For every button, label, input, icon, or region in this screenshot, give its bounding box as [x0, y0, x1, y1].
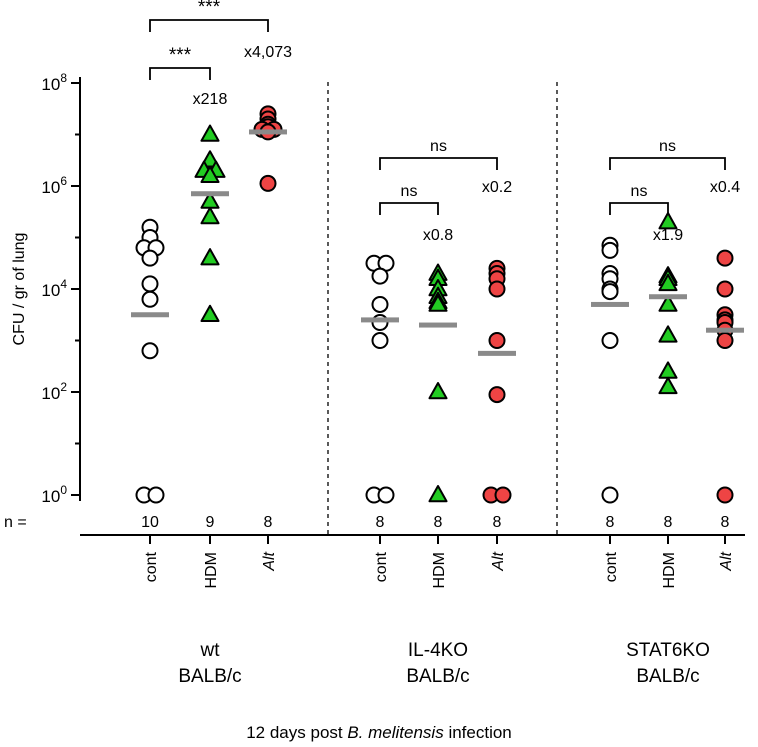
- data-point-cont: [141, 275, 159, 293]
- data-point-hdm: [658, 361, 678, 379]
- n-count-label: 8: [376, 514, 385, 531]
- fold-change-label: x1.9: [653, 227, 683, 244]
- n-count-label: 8: [664, 514, 673, 531]
- data-point-hdm: [658, 294, 678, 312]
- fold-change-label: x0.8: [423, 227, 453, 244]
- data-point-cont: [377, 486, 395, 504]
- significance-bracket: [379, 202, 439, 215]
- data-point-cont: [141, 249, 159, 267]
- condition-label: cont: [373, 551, 390, 582]
- data-point-alt: [259, 174, 277, 192]
- data-point-hdm: [658, 325, 678, 343]
- data-point-cont: [601, 283, 619, 301]
- data-point-hdm: [428, 382, 448, 400]
- data-point-hdm: [428, 485, 448, 503]
- significance-label: ns: [659, 138, 676, 155]
- data-point-cont: [371, 332, 389, 349]
- n-count-label: 8: [493, 514, 502, 531]
- n-prefix-label: n =: [4, 514, 27, 531]
- y-axis-label: CFU / gr of lung: [11, 233, 28, 346]
- group-label-strain: BALB/c: [178, 666, 241, 687]
- n-count-label: 8: [606, 514, 615, 531]
- significance-bracket: [149, 19, 269, 32]
- condition-label: Alt: [490, 551, 507, 571]
- significance-bracket: [379, 157, 498, 170]
- condition-label: Alt: [261, 551, 278, 571]
- data-point-alt: [488, 332, 506, 349]
- data-point-hdm: [428, 294, 448, 312]
- y-tick-label: 106: [41, 174, 67, 197]
- group-label-strain: BALB/c: [406, 666, 469, 687]
- group-label: IL-4KO: [408, 640, 468, 661]
- data-point-cont: [141, 342, 159, 360]
- significance-bracket: [609, 202, 669, 215]
- data-point-alt: [716, 249, 734, 267]
- condition-label: cont: [143, 551, 160, 582]
- data-point-cont: [371, 267, 389, 285]
- significance-label: ns: [430, 138, 447, 155]
- data-point-cont: [601, 332, 619, 349]
- n-count-label: 10: [141, 514, 159, 531]
- data-point-cont: [147, 486, 165, 504]
- data-point-hdm: [200, 165, 220, 183]
- group-label: wt: [200, 640, 221, 661]
- data-point-cont: [371, 295, 389, 313]
- data-point-alt: [716, 280, 734, 298]
- data-point-hdm: [658, 212, 678, 230]
- data-point-cont: [601, 486, 619, 504]
- condition-label: HDM: [431, 552, 448, 588]
- significance-label: ***: [198, 0, 221, 18]
- data-point-hdm: [200, 206, 220, 225]
- y-tick-label: 100: [41, 483, 67, 506]
- condition-label: cont: [603, 551, 620, 582]
- y-tick-label: 102: [41, 380, 67, 403]
- y-tick-label: 104: [41, 277, 67, 300]
- n-count-label: 8: [721, 514, 730, 531]
- footer-caption: 12 days post B. melitensis infection: [246, 723, 512, 742]
- n-count-label: 8: [264, 514, 273, 531]
- median-bar: [361, 317, 399, 323]
- median-bar: [591, 301, 629, 307]
- significance-bracket: [609, 157, 726, 170]
- median-bar: [649, 294, 687, 300]
- significance-label: ***: [169, 45, 192, 66]
- fold-change-label: x0.4: [710, 179, 740, 196]
- median-bar: [191, 191, 229, 197]
- data-point-cont: [141, 290, 159, 308]
- significance-label: ns: [631, 183, 648, 200]
- data-point-alt: [716, 486, 734, 504]
- data-point-alt: [494, 486, 512, 504]
- data-point-hdm: [200, 304, 220, 323]
- fold-change-label: x0.2: [482, 179, 512, 196]
- n-count-label: 8: [434, 514, 443, 531]
- group-label-strain: BALB/c: [636, 666, 699, 687]
- data-point-alt: [488, 280, 506, 298]
- condition-label: HDM: [203, 552, 220, 588]
- data-point-alt: [716, 332, 734, 349]
- data-point-alt: [488, 386, 506, 404]
- condition-label: HDM: [661, 552, 678, 588]
- group-label: STAT6KO: [626, 640, 710, 661]
- data-point-hdm: [200, 124, 220, 142]
- median-bar: [419, 322, 457, 328]
- data-point-cont: [371, 313, 389, 331]
- median-bar: [249, 129, 287, 135]
- significance-bracket: [149, 67, 211, 80]
- condition-label: Alt: [718, 551, 735, 571]
- median-bar: [131, 312, 169, 318]
- significance-label: ns: [401, 183, 418, 200]
- data-point-hdm: [658, 273, 678, 292]
- data-point-hdm: [200, 248, 220, 266]
- n-count-label: 9: [206, 514, 215, 531]
- y-tick-label: 108: [41, 71, 67, 94]
- fold-change-label: x218: [193, 91, 228, 108]
- median-bar: [478, 350, 516, 356]
- fold-change-label: x4,073: [244, 44, 292, 61]
- data-point-hdm: [658, 376, 678, 395]
- data-point-cont: [601, 241, 619, 259]
- median-bar: [706, 327, 744, 333]
